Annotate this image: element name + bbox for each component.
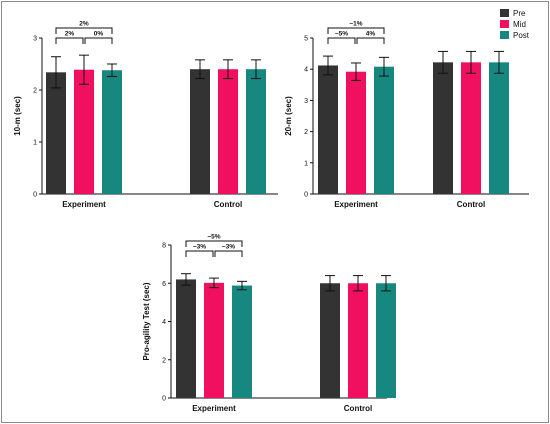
y-tick-label: 1 [33,140,37,147]
bar-pre [318,65,338,195]
bar-mid [74,69,94,194]
x-category-label: Experiment [62,200,106,209]
bar-mid [346,71,366,194]
significance-bracket [55,27,113,34]
bar-pre [190,69,210,194]
significance-label: −3% [193,244,206,251]
bar-pre [46,72,66,194]
y-tick-label: 5 [304,36,308,43]
y-tick-label: 0 [304,192,308,199]
significance-label: 2% [65,31,75,38]
y-axis-title: 10-m (sec) [13,96,22,136]
y-tick-label: 4 [162,319,166,326]
legend-swatch-pre [500,9,509,17]
significance-label: −5% [207,234,220,241]
y-tick-label: 3 [304,98,308,105]
bar-mid [461,62,481,194]
significance-label: 0% [94,31,104,38]
significance-label: −3% [222,244,235,251]
y-tick-label: 4 [304,67,308,74]
y-tick-label: 1 [304,160,308,167]
x-category-label: Control [344,404,372,413]
significance-label: 2% [79,21,89,28]
legend-label-post: Post [513,31,530,40]
y-axis-title: 20-m (sec) [284,96,293,136]
chart-panel-pro-agility: 0 2 4 6 8 Pro-agility Test (sec) Experiment Con… [142,234,396,413]
y-tick-label: 6 [162,281,166,288]
y-tick-label: 3 [33,36,37,43]
bar-pre [433,62,453,194]
x-category-label: Experiment [334,200,378,209]
significance-bracket [327,37,356,44]
legend-swatch-mid [500,20,509,28]
significance-label: −5% [335,31,348,38]
legend-swatch-post [500,31,509,39]
bar-mid [204,282,224,398]
significance-bracket [185,250,214,257]
bar-post [232,285,252,398]
y-tick-label: 2 [304,129,308,136]
y-tick-label: 0 [33,192,37,199]
significance-bracket [185,240,243,247]
significance-bracket [327,27,385,34]
significance-label: −1% [349,21,362,28]
bar-post [102,70,122,194]
x-category-label: Control [457,200,485,209]
y-tick-label: 2 [33,88,37,95]
significance-bracket [356,37,385,44]
significance-label: 4% [366,31,376,38]
bar-post [489,62,509,194]
y-tick-label: 8 [162,243,166,250]
x-category-label: Control [214,200,242,209]
bar-post [376,283,396,398]
legend-label-mid: Mid [513,20,526,29]
bar-post [374,66,394,194]
legend-label-pre: Pre [513,9,526,18]
bar-pre [320,283,340,398]
x-category-label: Experiment [192,404,236,413]
significance-bracket [214,250,243,257]
chart-panel-10m: 0 1 2 3 10-m (sec) Experiment Control 2% 2% 0% [13,21,278,209]
y-tick-label: 2 [162,357,166,364]
bar-mid [218,69,238,194]
y-tick-label: 0 [162,396,166,403]
significance-bracket [55,37,84,44]
significance-bracket [84,37,113,44]
chart-legend: Pre Mid Post [500,9,530,40]
bar-pre [176,279,196,398]
chart-panel-20m: 0 1 2 3 4 5 20-m (sec) Experiment Control −1%−5% 4… [284,21,529,209]
bar-mid [348,283,368,398]
y-axis-title: Pro-agility Test (sec) [142,282,151,360]
bar-post [246,69,266,194]
